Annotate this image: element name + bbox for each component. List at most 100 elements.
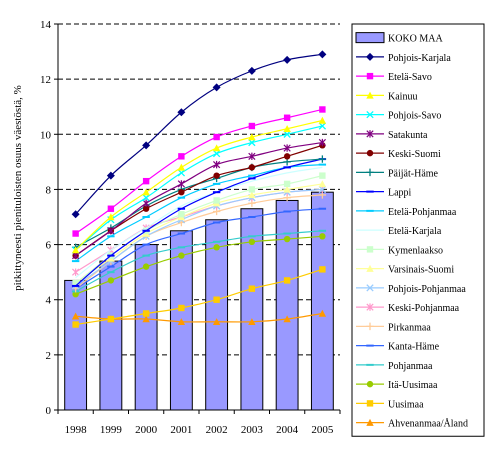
y-tick-label: 6	[46, 240, 52, 252]
data-point	[212, 318, 221, 325]
data-point	[71, 312, 80, 320]
data-point	[142, 194, 150, 202]
legend-label: Ahvenanmaa/Åland	[388, 418, 468, 430]
data-point	[106, 171, 115, 180]
bar	[64, 279, 88, 411]
series-pohjanmaa	[71, 229, 327, 293]
data-point	[318, 309, 327, 317]
bar	[310, 191, 334, 411]
data-point	[248, 133, 256, 141]
data-point	[248, 238, 256, 246]
legend-marker	[366, 110, 374, 119]
data-point	[212, 149, 221, 158]
x-tick-label: 2000	[135, 424, 158, 436]
data-point	[177, 169, 186, 177]
data-point	[142, 141, 151, 150]
series-uusimaa	[72, 266, 326, 328]
data-point	[72, 279, 79, 287]
data-point	[248, 152, 256, 161]
legend-marker	[366, 380, 374, 388]
data-point	[72, 230, 79, 237]
data-point	[248, 285, 256, 292]
data-point	[318, 138, 326, 147]
series-it-uusimaa	[72, 233, 326, 298]
data-point	[283, 125, 291, 132]
legend-label: Etelä-Karjala	[388, 226, 442, 237]
y-tick-label: 2	[46, 350, 52, 362]
legend-label: KOKO MAA	[388, 34, 444, 45]
legend-label: Varsinais-Suomi	[388, 265, 454, 276]
series-kainuu	[71, 116, 327, 254]
x-tick-label: 2003	[241, 424, 264, 436]
legend-label: Uusimaa	[388, 399, 424, 410]
data-point	[71, 246, 80, 254]
data-point	[142, 263, 150, 270]
x-tick-label: 2002	[206, 424, 228, 436]
legend-marker	[366, 72, 374, 80]
y-tick-label: 14	[40, 19, 52, 31]
series-etel-savo	[72, 106, 326, 237]
legend-marker	[366, 168, 374, 177]
legend-marker	[366, 149, 374, 157]
y-tick-label: 0	[46, 405, 52, 417]
legend-label: Keski-Pohjanmaa	[388, 303, 460, 314]
y-tick-label: 10	[40, 129, 52, 141]
legend-marker	[366, 418, 374, 426]
data-point	[248, 164, 256, 171]
data-point	[178, 304, 185, 312]
data-point	[283, 153, 291, 160]
data-point	[213, 160, 221, 169]
legend-marker	[366, 264, 374, 272]
data-point	[248, 122, 256, 130]
legend-label: Kymenlaakso	[388, 245, 443, 256]
y-tick-label: 8	[46, 184, 52, 196]
data-point	[283, 277, 291, 284]
legend-label: Päijät-Häme	[388, 168, 439, 179]
data-point	[248, 138, 256, 147]
data-point	[319, 233, 326, 240]
data-point	[283, 315, 291, 323]
series-etel-karjala	[75, 166, 323, 279]
data-point	[248, 318, 256, 325]
data-point	[107, 277, 115, 284]
legend-label: Satakunta	[388, 130, 428, 141]
data-point	[142, 205, 150, 212]
y-tick-label: 4	[46, 295, 52, 307]
data-point	[318, 180, 327, 188]
data-point	[177, 180, 185, 188]
data-point	[319, 106, 326, 113]
data-point	[283, 144, 291, 152]
series-line	[75, 166, 323, 279]
data-point	[177, 108, 186, 117]
series-line	[75, 119, 323, 251]
data-point	[248, 191, 256, 199]
legend-swatch	[355, 32, 385, 44]
data-point	[318, 122, 327, 130]
x-tick-label: 2005	[311, 424, 334, 436]
data-point	[178, 211, 185, 218]
data-point	[178, 252, 185, 259]
legend-label: Pohjois-Pohjanmaa	[388, 284, 466, 295]
data-point	[319, 266, 326, 273]
legend-label: Etelä-Pohjanmaa	[388, 207, 457, 218]
data-point	[213, 133, 220, 141]
data-point	[283, 114, 291, 121]
x-tick-label: 2001	[170, 424, 192, 436]
y-tick-label: 12	[40, 74, 51, 86]
data-point	[318, 116, 327, 124]
data-point	[177, 163, 186, 171]
data-point	[213, 172, 220, 179]
plot-area: 0 2 4 6 8 10 12 14 1998 1999 2000 2001 2002 2003 2004 2…	[40, 19, 341, 436]
legend-label: Kainuu	[388, 91, 417, 102]
data-point	[72, 268, 80, 276]
data-point	[212, 144, 221, 152]
legend: KOKO MAA Pohjois-Karjala Etelä-Savo Kainuu P…	[351, 23, 485, 437]
legend-label: Pohjanmaa	[388, 361, 433, 372]
legend-marker	[366, 400, 374, 407]
data-point	[213, 296, 220, 303]
data-point	[178, 153, 185, 160]
legend-marker	[366, 246, 374, 253]
legend-label: Etelä-Savo	[388, 72, 432, 83]
legend-label: Pohjois-Karjala	[388, 53, 451, 64]
data-point	[283, 130, 291, 138]
